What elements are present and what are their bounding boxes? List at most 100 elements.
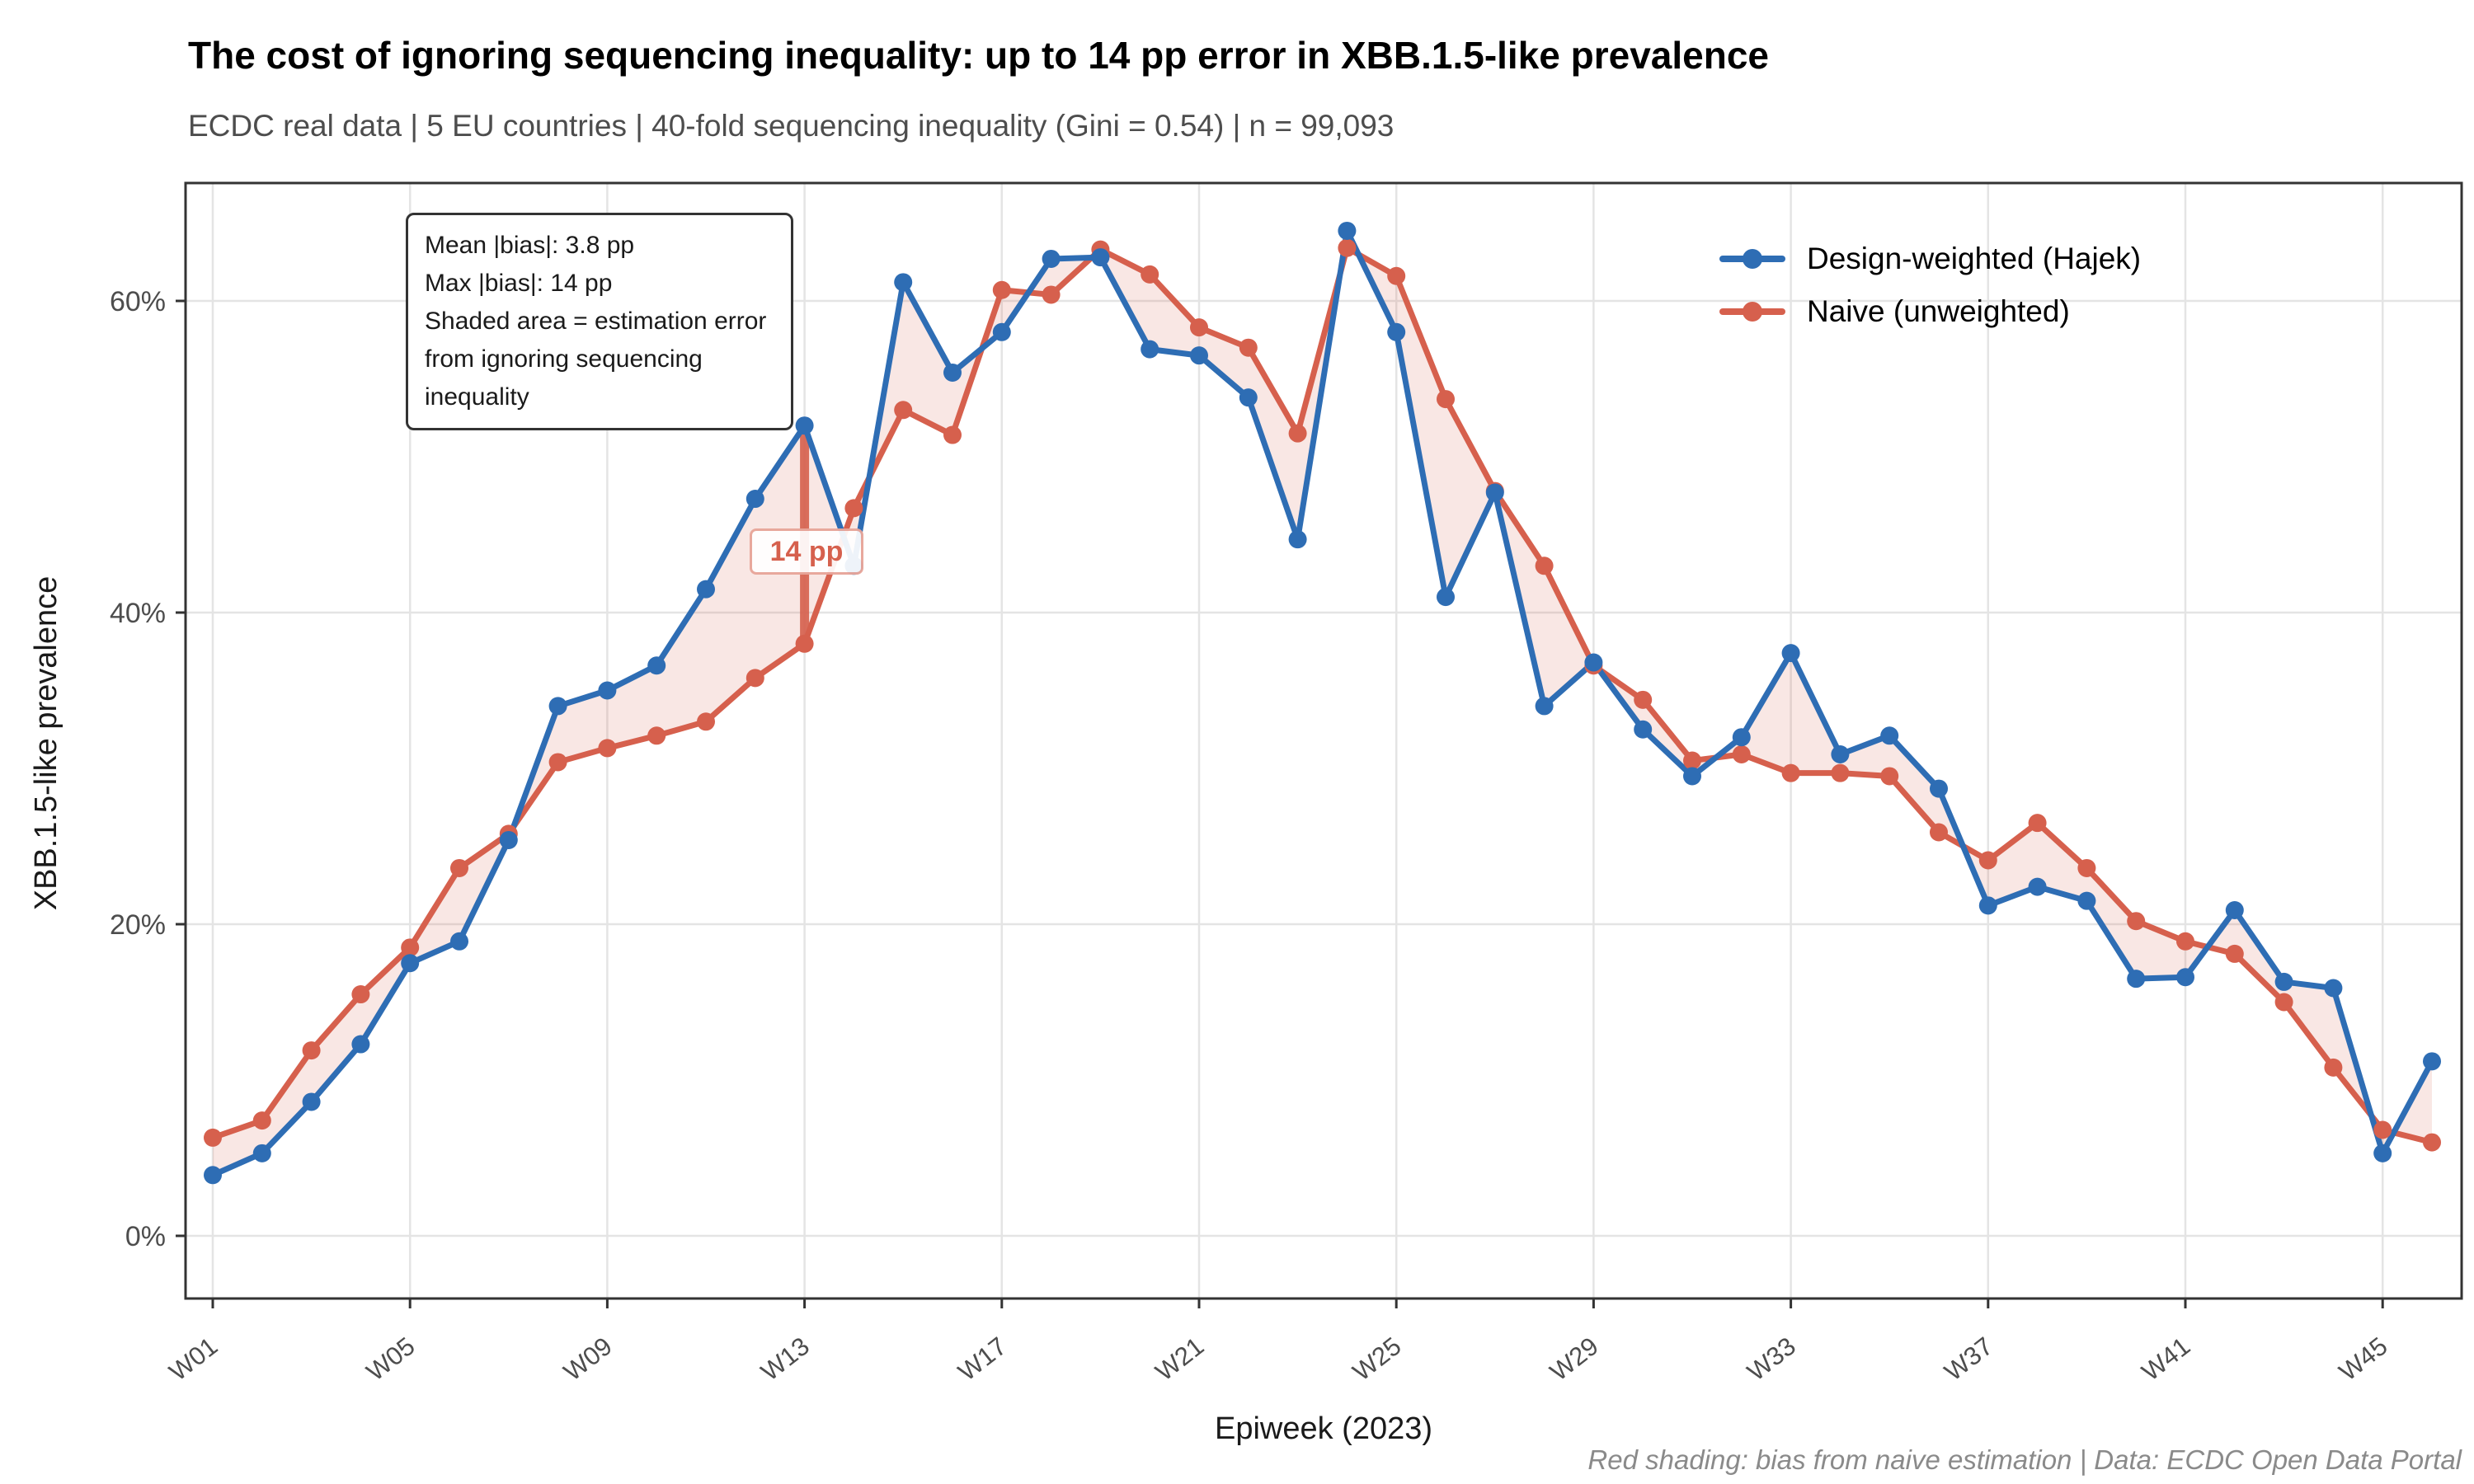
naive-point-W03[interactable] bbox=[302, 1041, 321, 1060]
naive-point-W35[interactable] bbox=[1880, 767, 1899, 786]
hajek-point-W12[interactable] bbox=[745, 490, 764, 509]
hajek-point-W32[interactable] bbox=[1732, 728, 1751, 747]
y-axis-title: XBB.1.5-like prevalence bbox=[29, 575, 63, 911]
naive-point-W33[interactable] bbox=[1781, 763, 1800, 782]
hajek-point-W34[interactable] bbox=[1831, 744, 1850, 763]
naive-point-W08[interactable] bbox=[548, 753, 567, 772]
naive-point-W22[interactable] bbox=[1239, 338, 1258, 357]
naive-point-W32[interactable] bbox=[1732, 744, 1751, 763]
naive-point-W28[interactable] bbox=[1535, 556, 1554, 575]
hajek-point-W08[interactable] bbox=[548, 697, 567, 716]
hajek-point-W21[interactable] bbox=[1190, 346, 1208, 365]
hajek-point-W02[interactable] bbox=[252, 1144, 271, 1162]
naive-point-W38[interactable] bbox=[2028, 814, 2047, 833]
x-axis-title: Epiweek (2023) bbox=[1214, 1411, 1433, 1446]
hajek-point-W26[interactable] bbox=[1437, 588, 1455, 607]
naive-point-W14[interactable] bbox=[844, 499, 863, 518]
legend-line-dot-marker-blue bbox=[1719, 249, 1785, 269]
hajek-point-W29[interactable] bbox=[1584, 653, 1603, 672]
hajek-point-W42[interactable] bbox=[2225, 900, 2244, 919]
naive-point-W39[interactable] bbox=[2077, 858, 2096, 877]
naive-point-W13[interactable] bbox=[795, 634, 814, 653]
legend-item-design-weighted[interactable]: Design-weighted (Hajek) bbox=[1719, 232, 2141, 285]
naive-point-W25[interactable] bbox=[1387, 266, 1406, 285]
naive-point-W04[interactable] bbox=[351, 985, 370, 1004]
naive-point-W02[interactable] bbox=[252, 1111, 271, 1130]
naive-point-W11[interactable] bbox=[697, 712, 715, 731]
hajek-point-W27[interactable] bbox=[1485, 483, 1504, 502]
hajek-point-W43[interactable] bbox=[2274, 972, 2293, 991]
naive-point-W43[interactable] bbox=[2274, 993, 2293, 1012]
x-tick-label: W25 bbox=[1348, 1331, 1407, 1387]
hajek-point-W40[interactable] bbox=[2127, 970, 2146, 989]
hajek-point-W04[interactable] bbox=[351, 1035, 370, 1054]
hajek-point-W23[interactable] bbox=[1288, 530, 1307, 549]
chart-subtitle: ECDC real data | 5 EU countries | 40-fol… bbox=[188, 109, 1395, 143]
hajek-point-W07[interactable] bbox=[499, 830, 518, 849]
naive-point-W44[interactable] bbox=[2324, 1058, 2343, 1077]
naive-point-W37[interactable] bbox=[1978, 851, 1997, 870]
hajek-point-W16[interactable] bbox=[943, 363, 962, 382]
naive-point-W21[interactable] bbox=[1190, 318, 1208, 337]
annotation-line-shaded-area: Shaded area = estimation error bbox=[425, 308, 767, 335]
hajek-point-W01[interactable] bbox=[204, 1166, 222, 1185]
hajek-point-W03[interactable] bbox=[302, 1092, 321, 1111]
naive-point-W17[interactable] bbox=[992, 280, 1011, 299]
hajek-point-W10[interactable] bbox=[647, 656, 666, 675]
hajek-point-W22[interactable] bbox=[1239, 388, 1258, 407]
hajek-point-W18[interactable] bbox=[1042, 249, 1061, 268]
naive-point-W16[interactable] bbox=[943, 425, 962, 444]
naive-point-W23[interactable] bbox=[1288, 424, 1307, 443]
naive-point-W10[interactable] bbox=[647, 726, 666, 745]
naive-point-W42[interactable] bbox=[2225, 944, 2244, 963]
naive-point-W26[interactable] bbox=[1437, 390, 1455, 409]
hajek-point-W05[interactable] bbox=[401, 954, 420, 973]
naive-point-W30[interactable] bbox=[1634, 690, 1653, 709]
naive-point-W06[interactable] bbox=[450, 858, 468, 877]
hajek-point-W38[interactable] bbox=[2028, 877, 2047, 896]
naive-point-W41[interactable] bbox=[2176, 932, 2194, 951]
naive-point-W20[interactable] bbox=[1141, 265, 1159, 284]
hajek-point-W13[interactable] bbox=[795, 416, 814, 435]
hajek-point-W20[interactable] bbox=[1141, 340, 1159, 359]
hajek-point-W39[interactable] bbox=[2077, 891, 2096, 910]
hajek-point-W15[interactable] bbox=[894, 273, 913, 292]
hajek-point-W37[interactable] bbox=[1978, 896, 1997, 915]
hajek-point-W17[interactable] bbox=[992, 322, 1011, 341]
naive-point-W15[interactable] bbox=[894, 401, 913, 420]
x-tick-label: W01 bbox=[164, 1331, 223, 1387]
hajek-point-W30[interactable] bbox=[1634, 720, 1653, 739]
hajek-line bbox=[209, 228, 2435, 1178]
naive-point-W34[interactable] bbox=[1831, 763, 1850, 782]
hajek-point-W44[interactable] bbox=[2324, 979, 2343, 998]
y-tick-label: 0% bbox=[125, 1221, 166, 1252]
hajek-point-W46[interactable] bbox=[2423, 1052, 2441, 1071]
hajek-point-W35[interactable] bbox=[1880, 726, 1899, 745]
hajek-point-W33[interactable] bbox=[1781, 644, 1800, 663]
naive-point-W45[interactable] bbox=[2373, 1120, 2392, 1139]
naive-point-W05[interactable] bbox=[401, 938, 420, 957]
naive-point-W24[interactable] bbox=[1338, 238, 1357, 257]
hajek-point-W36[interactable] bbox=[1930, 779, 1948, 798]
hajek-point-W24[interactable] bbox=[1338, 221, 1357, 240]
hajek-point-W19[interactable] bbox=[1091, 248, 1110, 267]
hajek-point-W31[interactable] bbox=[1683, 767, 1701, 786]
naive-point-W40[interactable] bbox=[2127, 912, 2146, 931]
hajek-point-W25[interactable] bbox=[1387, 322, 1406, 341]
naive-point-W31[interactable] bbox=[1683, 751, 1701, 770]
x-tick-label: W09 bbox=[558, 1331, 618, 1387]
naive-point-W46[interactable] bbox=[2423, 1133, 2441, 1152]
hajek-point-W11[interactable] bbox=[697, 580, 715, 599]
legend-item-naive[interactable]: Naive (unweighted) bbox=[1719, 285, 2141, 338]
naive-point-W12[interactable] bbox=[745, 669, 764, 688]
naive-point-W09[interactable] bbox=[598, 739, 617, 758]
naive-point-W01[interactable] bbox=[204, 1128, 222, 1147]
naive-point-W36[interactable] bbox=[1930, 823, 1948, 842]
hajek-point-W45[interactable] bbox=[2373, 1144, 2392, 1162]
hajek-point-W09[interactable] bbox=[598, 681, 617, 700]
hajek-point-W28[interactable] bbox=[1535, 697, 1554, 716]
hajek-point-W06[interactable] bbox=[450, 932, 468, 951]
naive-point-W18[interactable] bbox=[1042, 285, 1061, 304]
hajek-point-W41[interactable] bbox=[2176, 968, 2194, 987]
